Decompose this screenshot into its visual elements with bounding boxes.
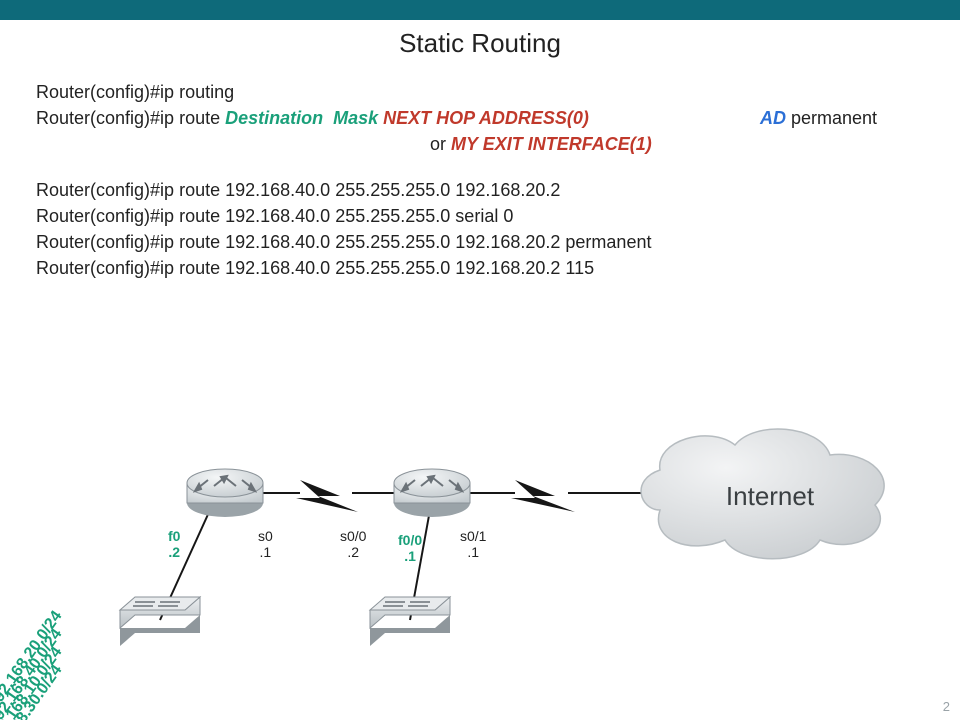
cfg-line-4: Router(config)#ip route 192.168.40.0 255… bbox=[36, 180, 560, 201]
cfg-line-5: Router(config)#ip route 192.168.40.0 255… bbox=[36, 206, 513, 227]
cfg-ad: AD bbox=[760, 108, 786, 128]
router-2-icon bbox=[394, 469, 470, 517]
iface-r1-f0: f0 .2 bbox=[168, 528, 180, 560]
cfg-prefix: Router(config)#ip route bbox=[36, 108, 225, 128]
link-r1-r2 bbox=[255, 480, 400, 512]
switch-2-icon bbox=[370, 597, 450, 646]
cfg-line-1: Router(config)#ip routing bbox=[36, 82, 234, 103]
iface-r2-s00: s0/0 .2 bbox=[340, 528, 366, 560]
switch-1-icon bbox=[120, 597, 200, 646]
internet-cloud-icon: Internet bbox=[641, 429, 884, 559]
iface-r2-s01: s0/1 .1 bbox=[460, 528, 486, 560]
cfg-line-2-ad: AD permanent bbox=[760, 108, 877, 129]
cfg-mask: Mask bbox=[323, 108, 378, 128]
cfg-permanent: permanent bbox=[786, 108, 877, 128]
iface-r2-f00: f0/0 .1 bbox=[398, 532, 422, 564]
internet-label: Internet bbox=[726, 481, 815, 511]
cfg-line-3: or MY EXIT INTERFACE(1) bbox=[430, 134, 652, 155]
page-number: 2 bbox=[943, 699, 950, 714]
network-diagram: Internet 192.168.20.0/24 192.168.40.0/24… bbox=[0, 370, 960, 690]
link-r2-internet bbox=[465, 480, 660, 512]
iface-r1-s0: s0 .1 bbox=[258, 528, 273, 560]
cfg-destination: Destination bbox=[225, 108, 323, 128]
cfg-exit-if: MY EXIT INTERFACE(1) bbox=[451, 134, 652, 154]
cfg-line-2: Router(config)#ip route Destination Mask… bbox=[36, 108, 589, 129]
